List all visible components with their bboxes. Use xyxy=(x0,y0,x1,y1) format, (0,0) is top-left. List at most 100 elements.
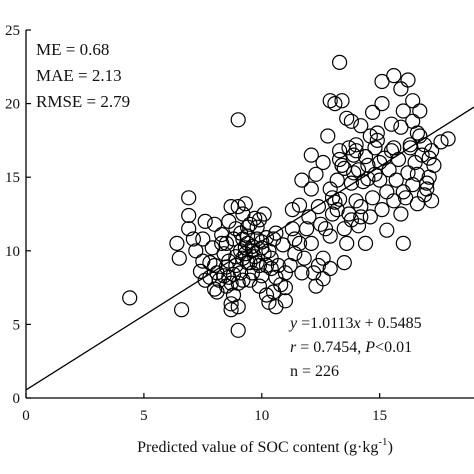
r-var: r xyxy=(290,339,297,356)
data-point xyxy=(237,196,253,212)
data-point xyxy=(317,221,334,237)
data-point xyxy=(235,272,251,288)
x-tick-label: 15 xyxy=(372,408,387,424)
data-point xyxy=(388,172,404,188)
data-point xyxy=(181,190,197,206)
data-point xyxy=(336,255,352,271)
data-point xyxy=(240,255,256,271)
data-point xyxy=(221,213,237,229)
data-point xyxy=(421,150,437,166)
data-point xyxy=(383,116,400,132)
data-point xyxy=(348,193,364,209)
x-tick-label: 0 xyxy=(22,408,30,424)
data-point xyxy=(362,209,378,225)
data-point xyxy=(275,237,291,253)
data-point xyxy=(409,196,425,212)
data-point xyxy=(254,234,270,250)
data-point xyxy=(284,202,300,218)
data-point xyxy=(223,199,239,215)
data-point xyxy=(360,171,376,187)
stat-rmse: RMSE = 2.79 xyxy=(36,92,130,111)
data-point xyxy=(181,221,197,237)
data-point xyxy=(379,222,395,238)
data-point xyxy=(223,296,239,312)
data-point xyxy=(251,212,267,228)
data-point xyxy=(414,147,430,163)
data-point xyxy=(341,140,357,156)
data-point xyxy=(284,221,300,237)
data-point xyxy=(324,190,341,206)
x-axis-title-sup: -1 xyxy=(378,436,387,448)
data-point xyxy=(192,263,209,279)
data-point xyxy=(303,235,319,251)
data-point xyxy=(339,110,355,126)
data-point xyxy=(348,137,364,153)
data-point xyxy=(339,235,355,251)
data-point xyxy=(353,209,369,225)
x-tick-label: 10 xyxy=(254,408,269,424)
data-point xyxy=(207,216,223,232)
eq-part-2: + 0.5485 xyxy=(361,315,422,332)
data-point xyxy=(308,166,324,182)
data-point xyxy=(188,243,204,259)
data-point xyxy=(369,125,385,141)
data-point xyxy=(395,235,411,251)
data-point xyxy=(372,172,388,188)
data-point xyxy=(258,230,275,246)
data-point xyxy=(242,216,258,232)
data-point xyxy=(258,287,275,303)
data-point xyxy=(207,257,223,274)
data-point xyxy=(374,73,390,90)
axes: 0 5 10 15 20 25 0 5 10 15 xyxy=(5,23,474,424)
data-point xyxy=(409,166,425,182)
data-point xyxy=(235,206,251,222)
data-point xyxy=(313,216,329,232)
eq-var-y: y xyxy=(288,315,298,332)
data-point xyxy=(386,67,402,84)
x-axis-title: Predicted value of SOC content (g·kg-1) xyxy=(137,436,393,456)
data-point xyxy=(310,199,326,215)
data-point xyxy=(256,206,272,222)
data-point xyxy=(268,299,284,315)
data-point xyxy=(174,302,190,318)
data-point xyxy=(223,275,239,291)
data-point xyxy=(386,193,402,209)
data-point xyxy=(365,104,381,121)
data-point xyxy=(419,181,435,197)
data-point xyxy=(322,181,338,197)
data-point xyxy=(308,278,324,294)
data-point xyxy=(322,260,338,277)
data-point xyxy=(181,207,197,224)
data-point xyxy=(332,143,348,159)
data-point xyxy=(277,293,293,309)
data-point xyxy=(315,154,331,171)
data-point xyxy=(395,103,411,119)
data-point xyxy=(405,93,421,109)
data-point xyxy=(405,113,421,129)
data-point xyxy=(374,202,390,218)
data-point xyxy=(343,175,359,191)
data-point xyxy=(346,165,362,181)
data-point xyxy=(374,95,390,112)
data-point xyxy=(230,199,246,215)
data-point xyxy=(332,54,348,71)
data-point xyxy=(230,299,246,315)
data-point xyxy=(171,250,187,266)
data-point xyxy=(412,128,428,144)
data-point xyxy=(287,231,303,247)
data-point xyxy=(209,284,225,300)
data-point xyxy=(291,235,308,251)
data-point xyxy=(233,265,249,281)
data-point xyxy=(225,231,242,247)
data-point xyxy=(421,169,437,185)
data-point xyxy=(303,181,319,197)
y-tick-label: 0 xyxy=(13,391,21,407)
data-point xyxy=(357,235,374,251)
data-point xyxy=(268,225,284,241)
data-point xyxy=(357,149,374,165)
y-tick-label: 5 xyxy=(13,317,21,333)
data-point xyxy=(230,322,246,338)
y-tick-label: 20 xyxy=(5,97,20,113)
data-point xyxy=(324,206,341,222)
data-point xyxy=(365,190,381,206)
